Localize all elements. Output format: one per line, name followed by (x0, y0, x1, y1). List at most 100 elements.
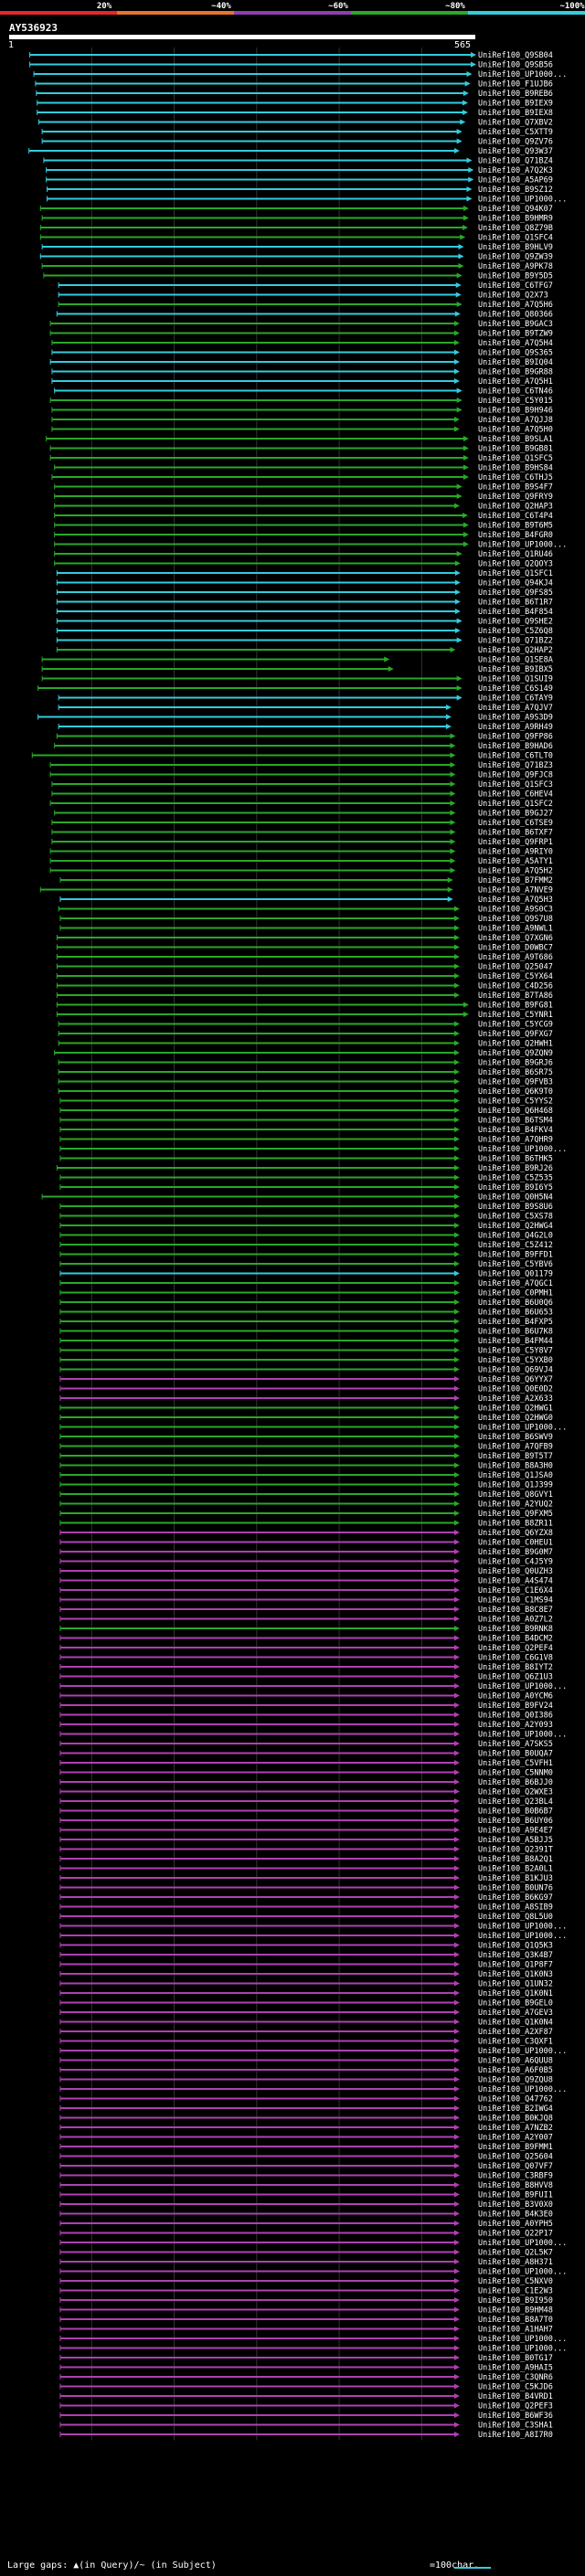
hit-label[interactable]: UniRef100_B9H946 (478, 407, 553, 416)
hit-label[interactable]: UniRef100_C5KJD6 (478, 2383, 553, 2392)
hit-label[interactable]: UniRef100_Q2L5K7 (478, 2249, 553, 2258)
hit-label[interactable]: UniRef100_Q1UN32 (478, 1980, 553, 1989)
hit-label[interactable]: UniRef100_B9G0M7 (478, 1548, 553, 1557)
hit-label[interactable]: UniRef100_B2A0L1 (478, 1865, 553, 1874)
hit-label[interactable]: UniRef100_Q9FRY9 (478, 493, 553, 502)
hit-label[interactable]: UniRef100_A0YPH5 (478, 2220, 553, 2229)
hit-label[interactable]: UniRef100_Q25047 (478, 963, 553, 972)
hit-label[interactable]: UniRef100_B6THK5 (478, 1155, 553, 1164)
hit-label[interactable]: UniRef100_A7GEV3 (478, 2009, 553, 2018)
hit-label[interactable]: UniRef100_Q3K4B7 (478, 1951, 553, 1960)
hit-label[interactable]: UniRef100_A9HAI5 (478, 2364, 553, 2373)
hit-label[interactable]: UniRef100_Q9SB56 (478, 61, 553, 70)
hit-label[interactable]: UniRef100_B4VRD1 (478, 2392, 553, 2401)
hit-label[interactable]: UniRef100_Q8Z79B (478, 224, 553, 233)
hit-label[interactable]: UniRef100_A2Y007 (478, 2134, 553, 2143)
hit-label[interactable]: UniRef100_C5YCG9 (478, 1021, 553, 1030)
hit-label[interactable]: UniRef100_B0B6B7 (478, 1807, 553, 1817)
hit-label[interactable]: UniRef100_A0Z7L2 (478, 1616, 553, 1625)
hit-label[interactable]: UniRef100_Q2HWG0 (478, 1414, 553, 1423)
hit-label[interactable]: UniRef100_Q9S365 (478, 349, 553, 358)
hit-label[interactable]: UniRef100_B8ZR11 (478, 1520, 553, 1529)
hit-label[interactable]: UniRef100_C1E6X4 (478, 1586, 553, 1595)
hit-label[interactable]: UniRef100_B9RNK8 (478, 1625, 553, 1634)
hit-label[interactable]: UniRef100_A2Y093 (478, 1721, 553, 1730)
hit-label[interactable]: UniRef100_Q1SFC2 (478, 800, 553, 809)
hit-label[interactable]: UniRef100_A4S474 (478, 1577, 553, 1586)
hit-label[interactable]: UniRef100_Q71BZ4 (478, 157, 553, 166)
hit-label[interactable]: UniRef100_A2X633 (478, 1394, 553, 1404)
hit-label[interactable]: UniRef100_B9Y5D5 (478, 272, 553, 281)
hit-label[interactable]: UniRef100_C3QXF1 (478, 2038, 553, 2047)
hit-label[interactable]: UniRef100_C5XTT9 (478, 128, 553, 137)
hit-label[interactable]: UniRef100_C0PMH1 (478, 1289, 553, 1299)
hit-label[interactable]: UniRef100_A7Q5H6 (478, 301, 553, 310)
hit-label[interactable]: UniRef100_Q6H468 (478, 1107, 553, 1116)
hit-label[interactable]: UniRef100_B4K3E0 (478, 2210, 553, 2220)
hit-label[interactable]: UniRef100_B9IEX8 (478, 109, 553, 118)
hit-label[interactable]: UniRef100_C5YNR1 (478, 1011, 553, 1020)
hit-label[interactable]: UniRef100_Q2HWG4 (478, 1222, 553, 1231)
hit-label[interactable]: UniRef100_Q80366 (478, 311, 553, 320)
hit-label[interactable]: UniRef100_Q8L5U0 (478, 1913, 553, 1922)
hit-label[interactable]: UniRef100_C3RBF9 (478, 2172, 553, 2181)
hit-label[interactable]: UniRef100_Q1JSA0 (478, 1471, 553, 1480)
hit-label[interactable]: UniRef100_Q9FXM5 (478, 1510, 553, 1519)
hit-label[interactable]: UniRef100_B9HAD6 (478, 742, 553, 751)
hit-label[interactable]: UniRef100_B8C8E7 (478, 1606, 553, 1615)
hit-label[interactable]: UniRef100_C4J5Y9 (478, 1558, 553, 1567)
hit-label[interactable]: UniRef100_Q2PEF3 (478, 2402, 553, 2412)
hit-label[interactable]: UniRef100_B8A2Q1 (478, 1855, 553, 1864)
hit-label[interactable]: UniRef100_B6U7K8 (478, 1328, 553, 1337)
hit-label[interactable]: UniRef100_A9PK78 (478, 262, 553, 271)
hit-label[interactable]: UniRef100_UP1000... (478, 70, 567, 80)
hit-label[interactable]: UniRef100_Q4G2L0 (478, 1232, 553, 1241)
hit-label[interactable]: UniRef100_C6THJ5 (478, 473, 553, 482)
hit-label[interactable]: UniRef100_C6TSE9 (478, 819, 553, 828)
hit-label[interactable]: UniRef100_Q2WXE3 (478, 1788, 553, 1797)
hit-label[interactable]: UniRef100_Q9ZW39 (478, 253, 553, 262)
hit-label[interactable]: UniRef100_B9REB6 (478, 90, 553, 99)
hit-label[interactable]: UniRef100_Q1SFC1 (478, 569, 553, 578)
hit-label[interactable]: UniRef100_B9GB81 (478, 445, 553, 454)
hit-label[interactable]: UniRef100_Q2HWH1 (478, 1040, 553, 1049)
hit-label[interactable]: UniRef100_Q22P17 (478, 2230, 553, 2239)
hit-label[interactable]: UniRef100_C1E2W3 (478, 2287, 553, 2296)
hit-label[interactable]: UniRef100_Q6K9T0 (478, 1087, 553, 1097)
hit-label[interactable]: UniRef100_Q9S7U8 (478, 915, 553, 924)
hit-label[interactable]: UniRef100_C5Z412 (478, 1241, 553, 1250)
hit-label[interactable]: UniRef100_Q6Z1U3 (478, 1673, 553, 1682)
hit-label[interactable]: UniRef100_B6TXF7 (478, 829, 553, 838)
hit-label[interactable]: UniRef100_C6S149 (478, 684, 553, 694)
hit-label[interactable]: UniRef100_UP1000... (478, 1145, 567, 1154)
hit-label[interactable]: UniRef100_B6U653 (478, 1309, 553, 1318)
hit-label[interactable]: UniRef100_Q0UZH3 (478, 1567, 553, 1576)
hit-label[interactable]: UniRef100_UP1000... (478, 541, 567, 550)
hit-label[interactable]: UniRef100_UP1000... (478, 2335, 567, 2344)
hit-label[interactable]: UniRef100_B0KJQ8 (478, 2115, 553, 2124)
hit-label[interactable]: UniRef100_A9NWL1 (478, 925, 553, 934)
hit-label[interactable]: UniRef100_Q6YYX7 (478, 1375, 553, 1384)
hit-label[interactable]: UniRef100_A7QFB9 (478, 1443, 553, 1452)
hit-label[interactable]: UniRef100_B9SZ12 (478, 186, 553, 195)
hit-label[interactable]: UniRef100_A7Q5H1 (478, 377, 553, 387)
hit-label[interactable]: UniRef100_C5XS78 (478, 1213, 553, 1222)
hit-label[interactable]: UniRef100_Q1SUI9 (478, 675, 553, 684)
hit-label[interactable]: UniRef100_Q2QOY3 (478, 560, 553, 569)
hit-label[interactable]: UniRef100_Q7XGN6 (478, 934, 553, 943)
hit-label[interactable]: UniRef100_Q0E0D2 (478, 1385, 553, 1394)
hit-label[interactable]: UniRef100_D0WBC7 (478, 944, 553, 953)
hit-label[interactable]: UniRef100_A9RIY0 (478, 848, 553, 857)
hit-label[interactable]: UniRef100_Q71BZ2 (478, 637, 553, 646)
hit-label[interactable]: UniRef100_Q0H5N4 (478, 1193, 553, 1203)
hit-label[interactable]: UniRef100_UP1000... (478, 2085, 567, 2094)
hit-label[interactable]: UniRef100_Q2HAP2 (478, 646, 553, 655)
hit-label[interactable]: UniRef100_Q23BL4 (478, 1797, 553, 1807)
hit-label[interactable]: UniRef100_UP1000... (478, 1731, 567, 1740)
hit-label[interactable]: UniRef100_A5AP69 (478, 176, 553, 186)
hit-label[interactable]: UniRef100_C6T4P4 (478, 512, 553, 521)
hit-label[interactable]: UniRef100_C5Y015 (478, 397, 553, 406)
hit-label[interactable]: UniRef100_Q1SFC4 (478, 234, 553, 243)
hit-label[interactable]: UniRef100_A6F0B5 (478, 2066, 553, 2075)
hit-label[interactable]: UniRef100_B9SLA1 (478, 435, 553, 444)
